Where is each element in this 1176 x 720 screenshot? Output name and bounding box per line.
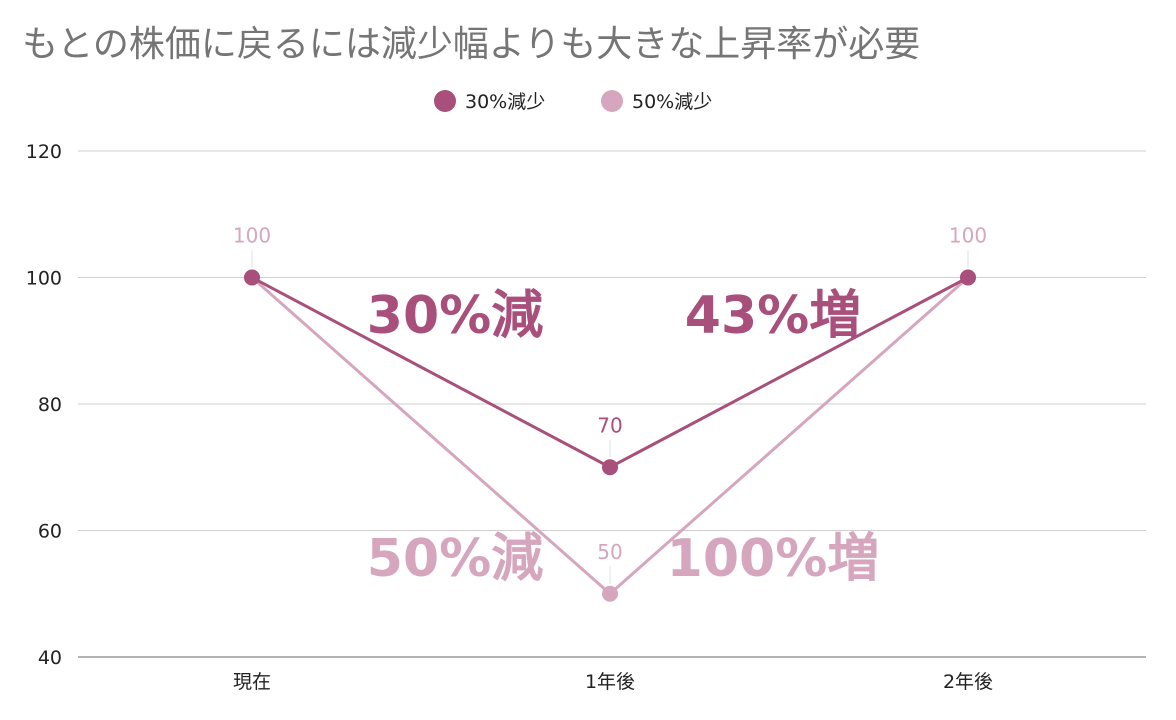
annotation-label: 43%増 xyxy=(685,286,861,346)
y-tick-label: 60 xyxy=(38,521,62,543)
annotation-label: 30%減 xyxy=(367,286,543,346)
x-tick-label: 現在 xyxy=(233,671,271,693)
annotations: 30%減 43%増 50%減 100%増 xyxy=(367,286,880,589)
x-axis: 現在 1年後 2年後 xyxy=(233,671,993,693)
y-tick-label: 120 xyxy=(26,141,62,163)
data-label: 100 xyxy=(949,224,987,248)
series-1-point-1[interactable] xyxy=(244,269,260,286)
y-tick-label: 80 xyxy=(38,394,62,416)
legend-marker-series-1 xyxy=(434,90,456,112)
annotation-label: 50%減 xyxy=(367,529,543,589)
data-label: 50 xyxy=(597,540,622,564)
legend: 30%減少 50%減少 xyxy=(434,90,712,113)
data-labels: 70 100 50 100 xyxy=(233,224,987,584)
data-label: 100 xyxy=(233,224,271,248)
x-tick-label: 1年後 xyxy=(585,671,635,693)
series-layer xyxy=(244,269,976,602)
chart-title: もとの株価に戻るには減少幅よりも大きな上昇率が必要 xyxy=(22,24,920,65)
series-1-point-2[interactable] xyxy=(602,459,618,476)
annotation-label: 100%増 xyxy=(667,529,880,589)
series-1-point-3[interactable] xyxy=(960,269,976,286)
x-tick-label: 2年後 xyxy=(943,671,993,693)
legend-marker-series-2 xyxy=(601,90,623,112)
series-2-point-2[interactable] xyxy=(602,585,618,602)
y-axis: 40 60 80 100 120 xyxy=(26,141,62,669)
y-tick-label: 40 xyxy=(38,647,62,669)
legend-item-series-1[interactable]: 30%減少 xyxy=(434,90,545,113)
legend-label-series-2: 50%減少 xyxy=(632,91,712,113)
legend-label-series-1: 30%減少 xyxy=(465,91,545,113)
data-label: 70 xyxy=(597,413,622,437)
y-tick-label: 100 xyxy=(26,268,62,290)
legend-item-series-2[interactable]: 50%減少 xyxy=(601,90,712,113)
